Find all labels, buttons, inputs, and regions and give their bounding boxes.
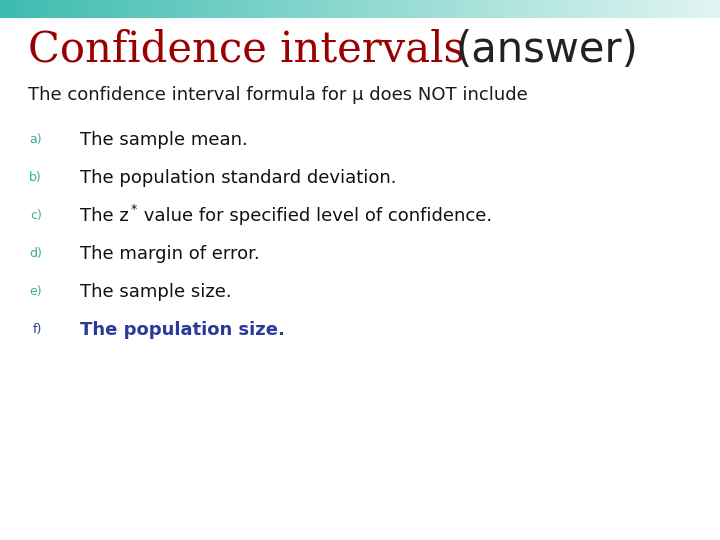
Text: c): c) — [30, 210, 42, 222]
Text: The sample size.: The sample size. — [80, 283, 232, 301]
Text: b): b) — [30, 172, 42, 185]
Text: The population standard deviation.: The population standard deviation. — [80, 169, 397, 187]
Text: value for specified level of confidence.: value for specified level of confidence. — [138, 207, 492, 225]
Text: (answer): (answer) — [455, 29, 638, 71]
Text: The z: The z — [80, 207, 129, 225]
Text: The population size.: The population size. — [80, 321, 285, 339]
Text: The confidence interval formula for μ does NOT include: The confidence interval formula for μ do… — [28, 86, 528, 104]
Text: *: * — [131, 202, 138, 215]
Text: f): f) — [32, 323, 42, 336]
Text: Confidence intervals: Confidence intervals — [28, 29, 478, 71]
Text: e): e) — [30, 286, 42, 299]
Text: The margin of error.: The margin of error. — [80, 245, 260, 263]
Text: d): d) — [29, 247, 42, 260]
Text: a): a) — [30, 133, 42, 146]
Text: The sample mean.: The sample mean. — [80, 131, 248, 149]
